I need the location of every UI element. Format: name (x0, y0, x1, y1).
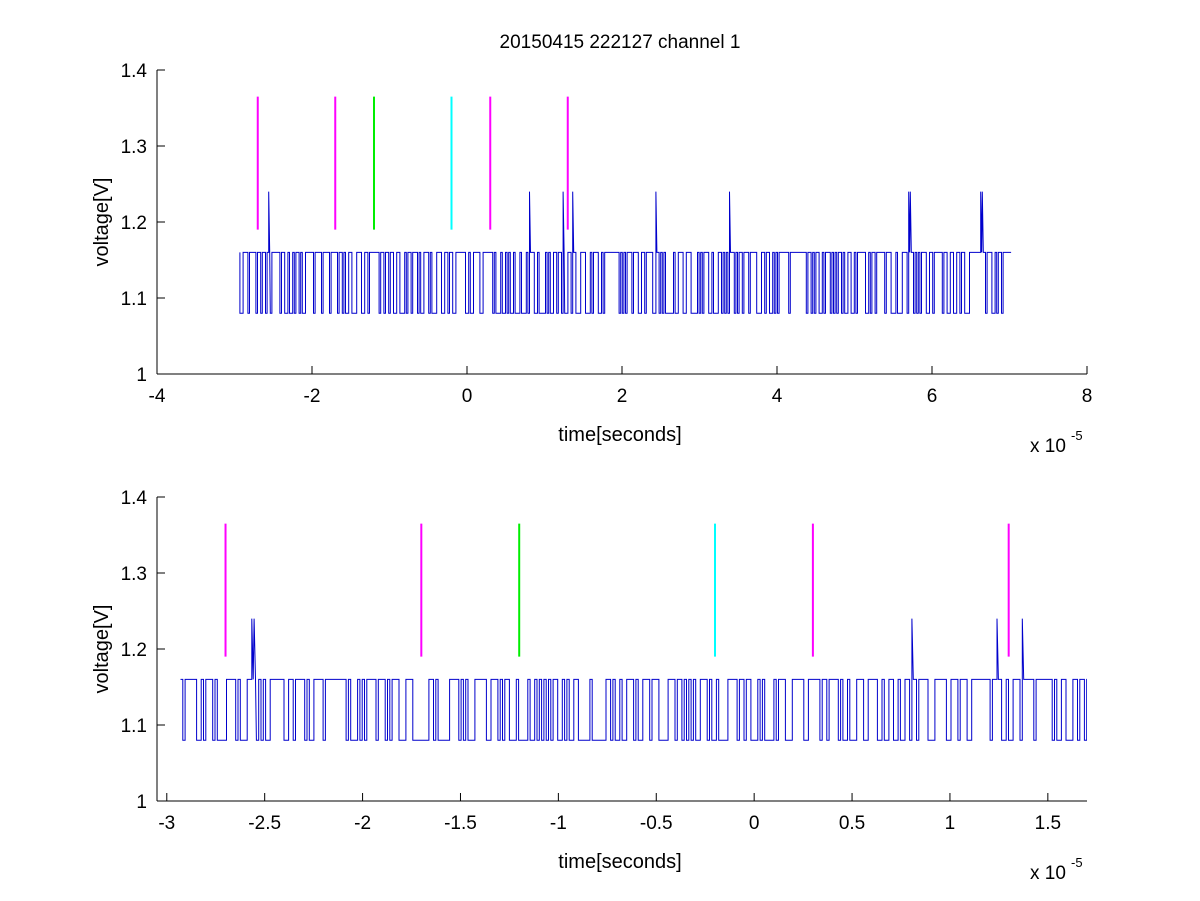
x-tick-label: 8 (1082, 386, 1093, 407)
y-tick-label: 1.3 (121, 137, 147, 158)
x-multiplier-exponent: -5 (1071, 855, 1083, 870)
signal-trace (180, 618, 1087, 741)
x-tick-label: 0 (749, 813, 760, 834)
y-tick-label: 1.4 (121, 61, 148, 82)
x-tick-label: -2.5 (248, 813, 281, 834)
y-axis-label: voltage[V] (91, 178, 113, 267)
y-tick-label: 1.1 (121, 289, 147, 310)
x-tick-label: 1.5 (1035, 813, 1061, 834)
chart-title: 20150415 222127 channel 1 (500, 32, 741, 53)
x-tick-label: 4 (772, 386, 783, 407)
y-tick-label: 1.3 (121, 564, 147, 585)
y-tick-label: 1 (136, 365, 147, 386)
x-tick-label: -3 (158, 813, 175, 834)
x-tick-label: -2 (304, 386, 321, 407)
y-tick-label: 1.4 (121, 488, 148, 509)
bottom-axes: -3 -2.5 -2 -1.5 -1 -0.5 0 0.5 1 1.5 1 1.1 1.2 1.3 1.4 t… (91, 488, 1087, 884)
x-multiplier-label: x 10 (1030, 436, 1066, 457)
x-tick-label: -2 (354, 813, 371, 834)
x-tick-label: 6 (927, 386, 938, 407)
x-tick-label: -4 (149, 386, 166, 407)
x-tick-label: 2 (617, 386, 628, 407)
x-tick-label: -0.5 (640, 813, 673, 834)
y-tick-label: 1.2 (121, 213, 147, 234)
y-axis-label: voltage[V] (91, 605, 113, 694)
x-tick-label: -1.5 (444, 813, 477, 834)
x-axis-label: time[seconds] (558, 424, 681, 446)
x-tick-label: -1 (550, 813, 567, 834)
x-tick-label: 0.5 (839, 813, 865, 834)
top-axes: -4 -2 0 2 4 6 8 1 1.1 1.2 1.3 1.4 time[seconds] volta… (91, 61, 1092, 457)
x-multiplier-label: x 10 (1030, 863, 1066, 884)
y-tick-label: 1 (136, 792, 147, 813)
signal-trace (239, 191, 1012, 314)
y-tick-label: 1.1 (121, 716, 147, 737)
x-tick-label: 0 (462, 386, 473, 407)
x-axis-label: time[seconds] (558, 851, 681, 873)
y-tick-label: 1.2 (121, 640, 147, 661)
x-multiplier-exponent: -5 (1071, 428, 1083, 443)
x-tick-label: 1 (945, 813, 956, 834)
